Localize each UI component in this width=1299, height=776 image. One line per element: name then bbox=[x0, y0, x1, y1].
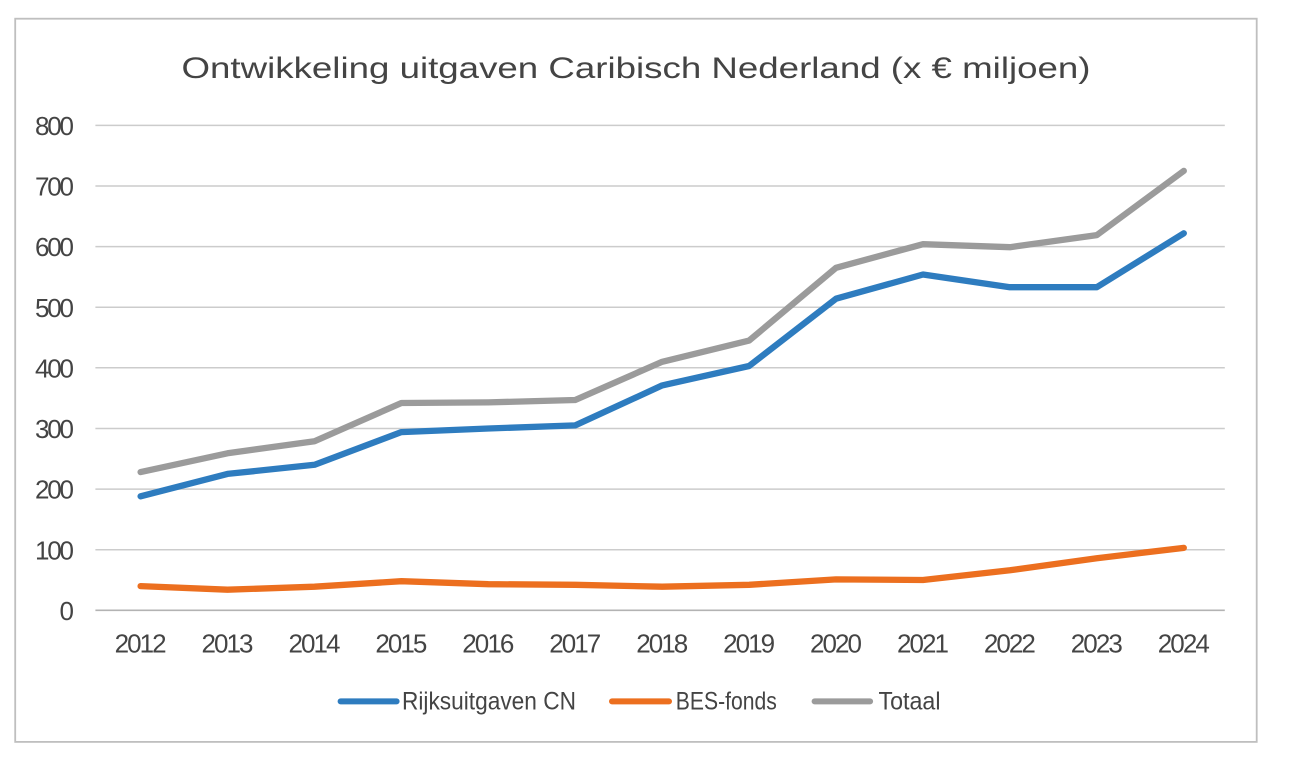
svg-text:2022: 2022 bbox=[984, 629, 1036, 659]
svg-text:400: 400 bbox=[35, 353, 74, 383]
svg-text:2018: 2018 bbox=[636, 629, 688, 659]
svg-text:2024: 2024 bbox=[1158, 629, 1210, 659]
svg-text:2016: 2016 bbox=[462, 629, 514, 659]
svg-text:2019: 2019 bbox=[723, 629, 775, 659]
svg-text:2012: 2012 bbox=[115, 629, 167, 659]
svg-text:200: 200 bbox=[35, 475, 74, 505]
svg-text:2017: 2017 bbox=[549, 629, 601, 659]
svg-text:600: 600 bbox=[35, 232, 74, 262]
svg-text:2023: 2023 bbox=[1071, 629, 1123, 659]
svg-text:500: 500 bbox=[35, 293, 74, 323]
svg-text:300: 300 bbox=[35, 414, 74, 444]
svg-text:BES-fonds: BES-fonds bbox=[676, 688, 777, 716]
svg-text:0: 0 bbox=[60, 596, 74, 626]
svg-text:2014: 2014 bbox=[289, 629, 341, 659]
svg-text:2013: 2013 bbox=[202, 629, 254, 659]
svg-text:700: 700 bbox=[35, 172, 74, 202]
svg-text:Ontwikkeling uitgaven Caribisc: Ontwikkeling uitgaven Caribisch Nederlan… bbox=[182, 52, 1091, 85]
svg-text:Totaal: Totaal bbox=[879, 688, 941, 716]
svg-text:Rijksuitgaven CN: Rijksuitgaven CN bbox=[402, 688, 576, 716]
svg-text:2020: 2020 bbox=[810, 629, 862, 659]
svg-text:800: 800 bbox=[35, 111, 74, 141]
svg-text:2015: 2015 bbox=[375, 629, 427, 659]
svg-text:2021: 2021 bbox=[897, 629, 949, 659]
svg-text:100: 100 bbox=[35, 535, 74, 565]
